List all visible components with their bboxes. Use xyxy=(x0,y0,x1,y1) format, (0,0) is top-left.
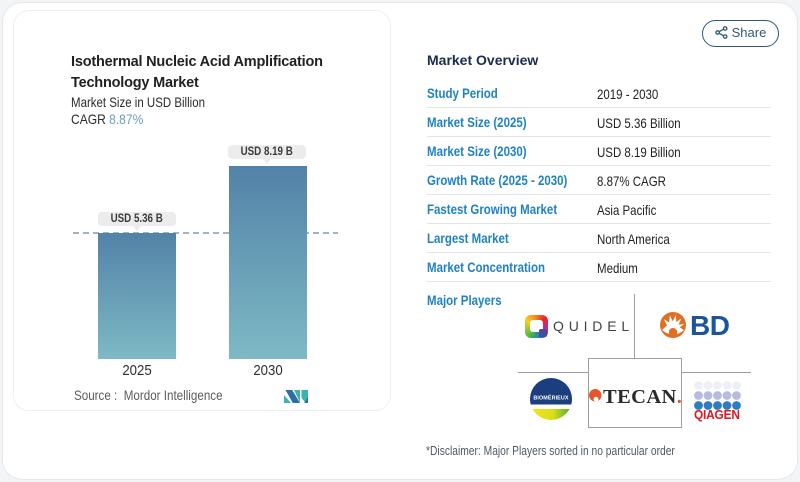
svg-text:BIOMÉRIEUX: BIOMÉRIEUX xyxy=(533,393,568,401)
